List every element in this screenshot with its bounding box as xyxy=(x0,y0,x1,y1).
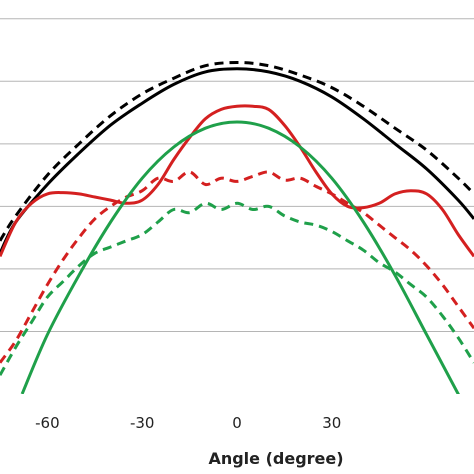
x-tick-label: 0 xyxy=(232,414,242,432)
x-tick-label: -60 xyxy=(35,414,60,432)
gridlines xyxy=(0,18,474,332)
x-tick-label: 30 xyxy=(322,414,341,432)
series-line-4 xyxy=(0,170,474,364)
series-line-2 xyxy=(0,61,474,242)
series-line-5 xyxy=(20,120,460,394)
series-line-3 xyxy=(0,104,474,258)
x-axis-title: Angle (degree) xyxy=(208,449,343,468)
x-tick-label: -30 xyxy=(130,414,155,432)
x-tick-labels: -60 -30 0 30 xyxy=(35,414,341,432)
series-line-6 xyxy=(0,201,474,376)
series-line-1 xyxy=(0,67,474,254)
series-group xyxy=(0,61,474,394)
